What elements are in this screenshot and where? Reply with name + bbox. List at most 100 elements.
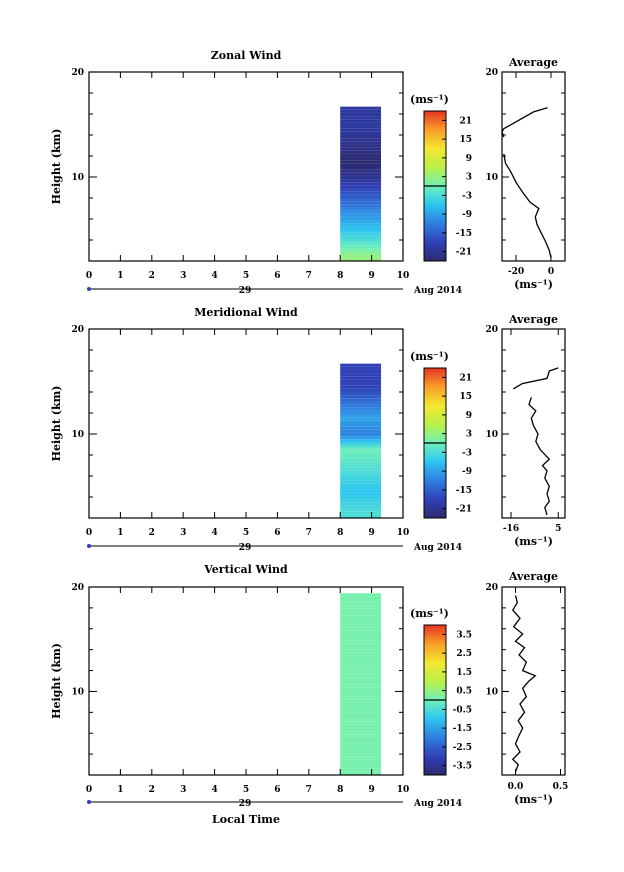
date-axis-marker xyxy=(87,544,91,548)
heatmap-cell xyxy=(340,147,382,151)
heatmap-cell xyxy=(340,204,382,208)
heatmap-cell xyxy=(340,410,382,415)
average-frame xyxy=(501,71,566,262)
heatmap-cell xyxy=(340,122,382,126)
heatmap-cell xyxy=(340,216,382,221)
average-panel: Average 20 10 -20 0(ms⁻¹) xyxy=(485,56,566,291)
x-tick-label: 6 xyxy=(274,785,280,795)
average-profile-line xyxy=(511,595,537,773)
average-y-tick-label: 20 xyxy=(485,68,498,78)
heatmap-cell xyxy=(340,194,382,198)
heatmap-cell xyxy=(340,505,382,509)
y-axis-label: Height (km) xyxy=(50,386,63,462)
average-title: Average xyxy=(508,570,558,583)
heatmap-cell xyxy=(340,153,382,158)
heatmap-cell xyxy=(340,467,382,471)
colorbar-tick-label: 21 xyxy=(459,116,472,126)
average-x-tick-label: 0.0 xyxy=(508,782,524,792)
month-label: Aug 2014 xyxy=(413,799,462,809)
x-tick-label: 3 xyxy=(180,271,186,281)
y-tick-label: 20 xyxy=(71,583,84,593)
heatmap-cell xyxy=(340,376,382,380)
heatmap-cell xyxy=(340,439,382,443)
heatmap-cell xyxy=(340,514,382,518)
heatmap-cells xyxy=(340,106,382,261)
heatmap-cell xyxy=(340,502,382,506)
colorbar-tick-label: -3.5 xyxy=(453,762,472,772)
heatmap-cells xyxy=(340,363,382,518)
x-tick-label: 6 xyxy=(274,528,280,538)
heatmap-cell xyxy=(340,740,382,744)
heatmap-cell xyxy=(340,612,382,616)
heatmap-cell xyxy=(340,458,382,462)
heatmap-cell xyxy=(340,618,382,622)
average-panel: Average 20 10 0.0 0.5(ms⁻¹) xyxy=(485,570,568,806)
average-y-tick-label: 10 xyxy=(485,173,498,183)
heatmap-cell xyxy=(340,646,382,650)
heatmap-cell xyxy=(340,185,382,189)
heatmap-cell xyxy=(340,188,382,192)
heatmap-cell xyxy=(340,743,382,747)
heatmap-cell xyxy=(340,436,382,440)
heatmap-cell xyxy=(340,728,382,732)
average-y-tick-label: 10 xyxy=(485,687,498,697)
heatmap-cell xyxy=(340,125,382,129)
heatmap-cell xyxy=(340,150,382,154)
colorbar-unit: (ms⁻¹) xyxy=(410,607,449,620)
heatmap-cell xyxy=(340,369,382,374)
heatmap-cell xyxy=(340,445,382,449)
heatmap-cell xyxy=(340,596,382,600)
heatmap-cell xyxy=(340,687,382,691)
heatmap-cell xyxy=(340,593,382,597)
heatmap-cell xyxy=(340,238,382,243)
average-x-tick-label: 0 xyxy=(548,267,554,277)
heatmap-cell xyxy=(340,473,382,478)
panel-0: Zonal Wind 0 1 2 3 4 5 6 7 8 9 10 20 10 Height (km) 29 A… xyxy=(50,49,566,296)
colorbar-tick-label: 9 xyxy=(466,154,472,164)
x-tick-label: 8 xyxy=(337,271,343,281)
heatmap-cell xyxy=(340,251,382,255)
x-tick-label: 10 xyxy=(397,528,410,538)
heatmap-cell xyxy=(340,715,382,719)
colorbar-unit: (ms⁻¹) xyxy=(410,350,449,363)
colorbar-tick-label: -0.5 xyxy=(453,705,472,715)
heatmap-cell xyxy=(340,232,382,236)
heatmap-cell xyxy=(340,131,382,135)
heatmap-cell xyxy=(340,254,382,258)
heatmap-cell xyxy=(340,245,382,249)
heatmap-cell xyxy=(340,229,382,233)
heatmap-cell xyxy=(340,141,382,145)
heatmap-cell xyxy=(340,605,382,609)
heatmap-cell xyxy=(340,599,382,603)
heatmap-cell xyxy=(340,128,382,132)
heatmap-cell xyxy=(340,499,382,503)
heatmap-cell xyxy=(340,621,382,625)
heatmap-cell xyxy=(340,737,382,741)
average-profile-upper-line xyxy=(512,367,559,390)
heatmap-cell xyxy=(340,771,382,775)
x-tick-label: 9 xyxy=(368,528,374,538)
y-tick-label: 10 xyxy=(71,430,84,440)
heatmap-cell xyxy=(340,627,382,631)
heatmap-cell xyxy=(340,201,382,205)
average-x-label: (ms⁻¹) xyxy=(514,793,553,806)
heatmap-cells xyxy=(340,593,382,775)
x-tick-label: 5 xyxy=(243,528,249,538)
heatmap-cell xyxy=(340,637,382,641)
average-x-label: (ms⁻¹) xyxy=(514,278,553,291)
heatmap-cell xyxy=(340,492,382,496)
heatmap-cell xyxy=(340,649,382,653)
heatmap-cell xyxy=(340,144,382,148)
heatmap-cell xyxy=(340,135,382,139)
heatmap-cell xyxy=(340,693,382,697)
heatmap-cell xyxy=(340,634,382,638)
panel-title: Vertical Wind xyxy=(203,563,288,576)
heatmap-cell xyxy=(340,417,382,421)
colorbar-tick-label: -9 xyxy=(462,210,472,220)
heatmap-cell xyxy=(340,712,382,716)
x-tick-label: 7 xyxy=(306,271,312,281)
heatmap-cell xyxy=(340,109,382,113)
heatmap-cell xyxy=(340,363,382,367)
heatmap-cell xyxy=(340,442,382,446)
